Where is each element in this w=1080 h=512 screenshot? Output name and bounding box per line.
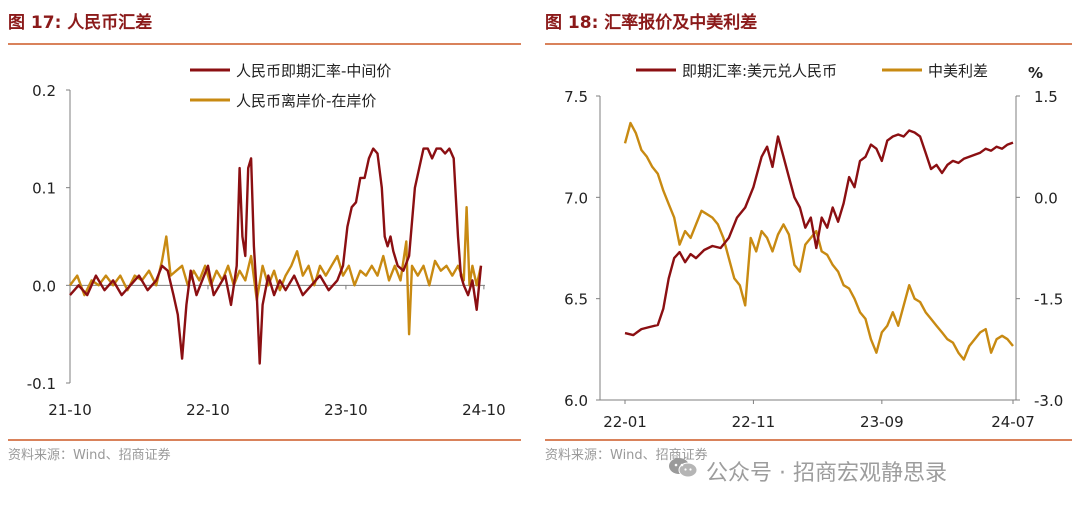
right-left-y-tick-label: 6.5 bbox=[564, 291, 588, 309]
left-x-tick-label: 22-10 bbox=[186, 401, 230, 419]
right-bottom-rule bbox=[545, 439, 1072, 441]
right-right-y-tick-label: 1.5 bbox=[1034, 88, 1058, 106]
right-left-y-tick-label: 7.5 bbox=[564, 88, 588, 106]
right-title-rule bbox=[545, 43, 1072, 45]
chart-exchange-spread: 0.2 0.1 0.0 -0.1 21-10 22-10 23-10 24-10 人民币即期汇率… bbox=[27, 62, 506, 419]
right-y-unit-label: % bbox=[1028, 64, 1043, 82]
left-legend-label: 人民币即期汇率-中间价 bbox=[236, 62, 391, 80]
left-y-tick-label: 0.0 bbox=[32, 277, 56, 295]
left-y-tick-label: 0.1 bbox=[32, 180, 56, 198]
right-x-tick-label: 23-09 bbox=[860, 413, 904, 428]
left-source-note: 资料来源：Wind、招商证券 bbox=[8, 448, 171, 463]
chart-rate-and-spread: 7.5 7.0 6.5 6.0 1.5 0.0 -1.5 -3.0% 22-01 22-11 23-… bbox=[564, 62, 1063, 428]
figure-17-title: 图 17: 人民币汇差 bbox=[8, 13, 153, 33]
left-y-tick-label: -0.1 bbox=[27, 375, 56, 393]
left-x-tick-label: 23-10 bbox=[324, 401, 368, 419]
watermark-text: 公众号 · 招商宏观静思录 bbox=[706, 461, 947, 486]
wechat-icon bbox=[669, 458, 698, 478]
left-x-tick-label: 24-10 bbox=[462, 401, 506, 419]
right-left-y-tick-label: 7.0 bbox=[564, 189, 588, 207]
right-x-tick-label: 24-07 bbox=[991, 413, 1035, 428]
right-right-y-tick-label: -1.5 bbox=[1034, 291, 1063, 309]
left-legend-label: 人民币离岸价-在岸价 bbox=[236, 92, 376, 110]
left-bottom-rule bbox=[8, 439, 521, 441]
series-line-spot-vs-central bbox=[69, 147, 483, 365]
right-left-y-tick-label: 6.0 bbox=[564, 392, 588, 410]
left-y-tick-label: 0.2 bbox=[32, 82, 56, 100]
figure-18-title: 图 18: 汇率报价及中美利差 bbox=[545, 13, 758, 33]
series-line-offshore-onshore bbox=[69, 206, 483, 336]
right-right-y-tick-label: -3.0 bbox=[1034, 392, 1063, 410]
series-line-cn-us-spread bbox=[623, 121, 1014, 361]
right-legend-label: 即期汇率:美元兑人民币 bbox=[682, 62, 837, 80]
right-legend-label: 中美利差 bbox=[928, 62, 988, 80]
right-right-y-tick-label: 0.0 bbox=[1034, 189, 1058, 207]
right-x-tick-label: 22-11 bbox=[732, 413, 776, 428]
left-x-tick-label: 21-10 bbox=[48, 401, 92, 419]
right-source-note: 资料来源：Wind、招商证券 bbox=[545, 448, 708, 463]
right-x-tick-label: 22-01 bbox=[603, 413, 647, 428]
series-line-usdcny-spot bbox=[624, 129, 1014, 337]
left-title-rule bbox=[8, 43, 521, 45]
